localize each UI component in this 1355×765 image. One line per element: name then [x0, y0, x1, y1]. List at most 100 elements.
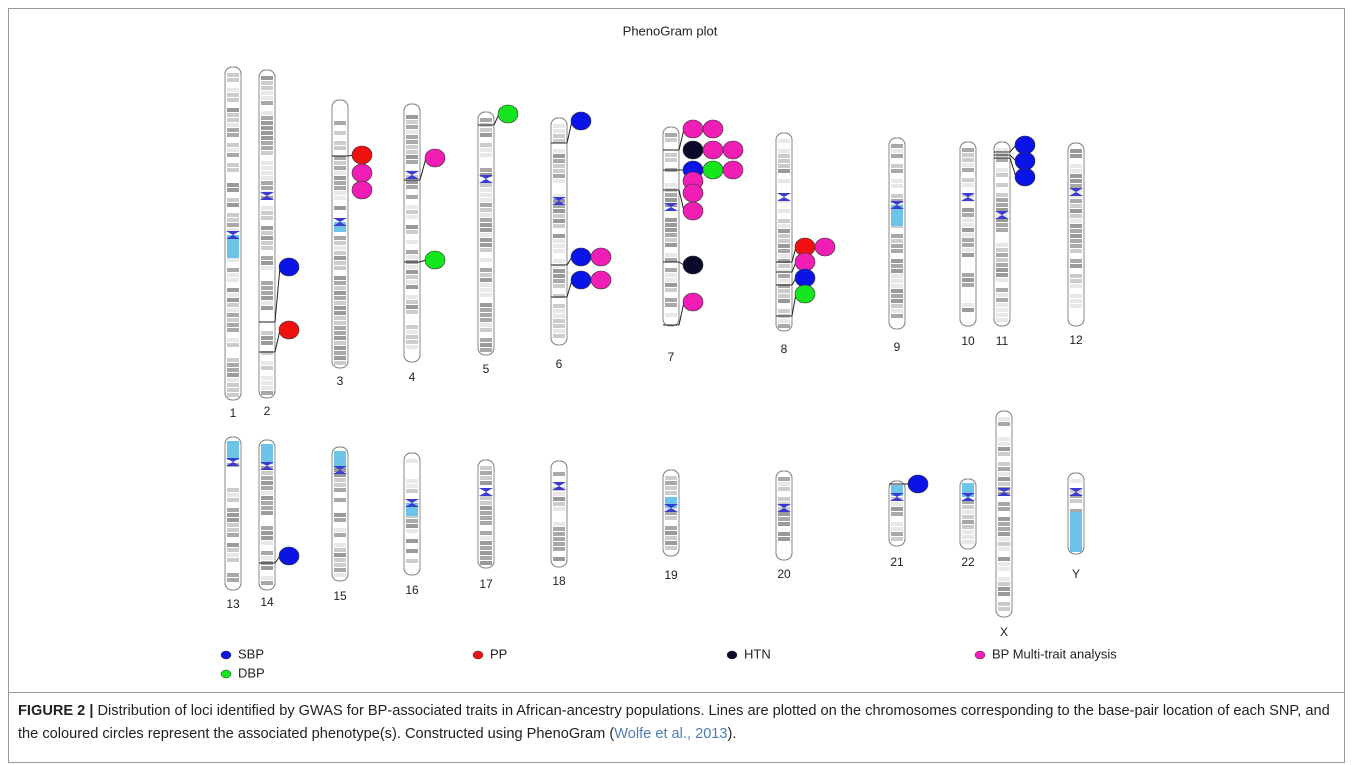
phenotype-marker	[683, 141, 703, 159]
band	[480, 521, 492, 525]
band	[553, 314, 565, 318]
band	[778, 234, 790, 238]
band	[998, 532, 1010, 536]
band	[227, 498, 239, 502]
band	[553, 319, 565, 323]
band	[227, 108, 239, 112]
band	[891, 527, 903, 531]
band	[261, 486, 273, 490]
chromosome-label: 12	[1069, 333, 1083, 347]
band	[227, 198, 239, 202]
band	[998, 537, 1010, 541]
phenotype-marker	[498, 105, 518, 123]
band	[962, 273, 974, 277]
band	[996, 258, 1008, 262]
legend-label: BP Multi-trait analysis	[992, 646, 1117, 661]
band	[1070, 479, 1082, 483]
band	[334, 161, 346, 165]
band	[891, 184, 903, 188]
band	[553, 214, 565, 218]
band	[665, 243, 677, 247]
band	[261, 96, 273, 100]
band	[891, 164, 903, 168]
band	[665, 228, 677, 232]
phenotype-marker	[1015, 168, 1035, 186]
band	[334, 256, 346, 260]
band	[891, 269, 903, 273]
band	[406, 524, 418, 528]
band	[261, 241, 273, 245]
band	[227, 133, 239, 137]
band	[334, 478, 346, 482]
band	[227, 273, 239, 277]
band	[261, 391, 273, 395]
band	[406, 340, 418, 344]
phenotype-marker	[591, 248, 611, 266]
band	[227, 368, 239, 372]
citation-link[interactable]: Wolfe et al., 2013	[614, 726, 727, 742]
band	[261, 256, 273, 260]
chromosome-label: 11	[996, 334, 1009, 348]
band	[665, 268, 677, 272]
band	[1070, 299, 1082, 303]
band	[406, 155, 418, 159]
band	[227, 303, 239, 307]
band	[1070, 224, 1082, 228]
band	[1070, 499, 1082, 503]
band	[480, 208, 492, 212]
band	[962, 535, 974, 539]
band	[261, 336, 273, 340]
legend-label: HTN	[744, 646, 771, 661]
chromosome-label: 10	[961, 334, 975, 348]
chromosome-label: 2	[264, 404, 271, 418]
band	[334, 563, 346, 567]
band	[406, 240, 418, 244]
band	[334, 356, 346, 360]
band	[334, 251, 346, 255]
band	[480, 273, 492, 277]
band	[1070, 229, 1082, 233]
band	[334, 186, 346, 190]
leader-line	[679, 129, 684, 150]
band	[227, 378, 239, 382]
band	[406, 275, 418, 279]
band	[962, 303, 974, 307]
band	[553, 219, 565, 223]
band	[1070, 294, 1082, 298]
band	[891, 154, 903, 158]
band	[998, 577, 1010, 581]
band	[227, 148, 239, 152]
band	[665, 273, 677, 277]
band-highlight	[334, 451, 346, 468]
band	[998, 462, 1010, 466]
band	[665, 138, 677, 142]
band	[334, 236, 346, 240]
phenotype-marker	[352, 146, 372, 164]
band	[778, 532, 790, 536]
band	[227, 268, 239, 272]
band	[998, 607, 1010, 611]
phenotype-marker	[279, 547, 299, 565]
band	[891, 259, 903, 263]
band	[1070, 219, 1082, 223]
page: {"title": "PhenoGram plot", "chromosomes…	[0, 0, 1355, 765]
band	[480, 551, 492, 555]
band	[406, 130, 418, 134]
band	[891, 299, 903, 303]
phenotype-marker	[723, 141, 743, 159]
band	[480, 476, 492, 480]
band	[553, 124, 565, 128]
band	[996, 278, 1008, 282]
chromosome-label: 8	[781, 342, 788, 356]
chromosome-label: 17	[479, 577, 493, 591]
band	[334, 341, 346, 345]
band	[227, 518, 239, 522]
phenotype-marker	[1015, 136, 1035, 154]
band	[334, 246, 346, 250]
band	[227, 523, 239, 527]
band	[261, 216, 273, 220]
band	[998, 442, 1010, 446]
band	[962, 223, 974, 227]
band	[406, 230, 418, 234]
band	[334, 286, 346, 290]
